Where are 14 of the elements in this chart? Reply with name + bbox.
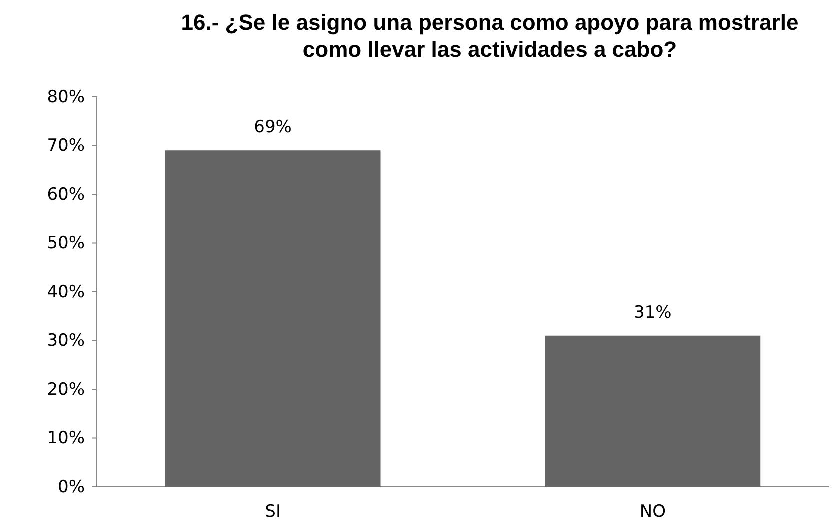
y-tick-label: 50% bbox=[47, 234, 85, 254]
data-label: 69% bbox=[254, 118, 292, 138]
x-tick-label: SI bbox=[265, 502, 281, 522]
y-tick-label: 70% bbox=[47, 136, 85, 156]
data-label: 31% bbox=[634, 302, 672, 323]
y-tick-label: 10% bbox=[47, 428, 85, 449]
y-tick-label: 20% bbox=[47, 380, 85, 400]
y-tick-label: 30% bbox=[47, 331, 85, 352]
y-tick-label: 0% bbox=[58, 477, 85, 498]
x-tick-label: NO bbox=[640, 502, 666, 522]
y-tick-label: 40% bbox=[47, 282, 85, 302]
chart-title: 16.- ¿Se le asigno una persona como apoyo para mostrarle como llevar las actividades a cabo? bbox=[181, 10, 799, 62]
y-tick-label: 80% bbox=[47, 87, 85, 108]
y-tick-label: 60% bbox=[47, 184, 85, 205]
